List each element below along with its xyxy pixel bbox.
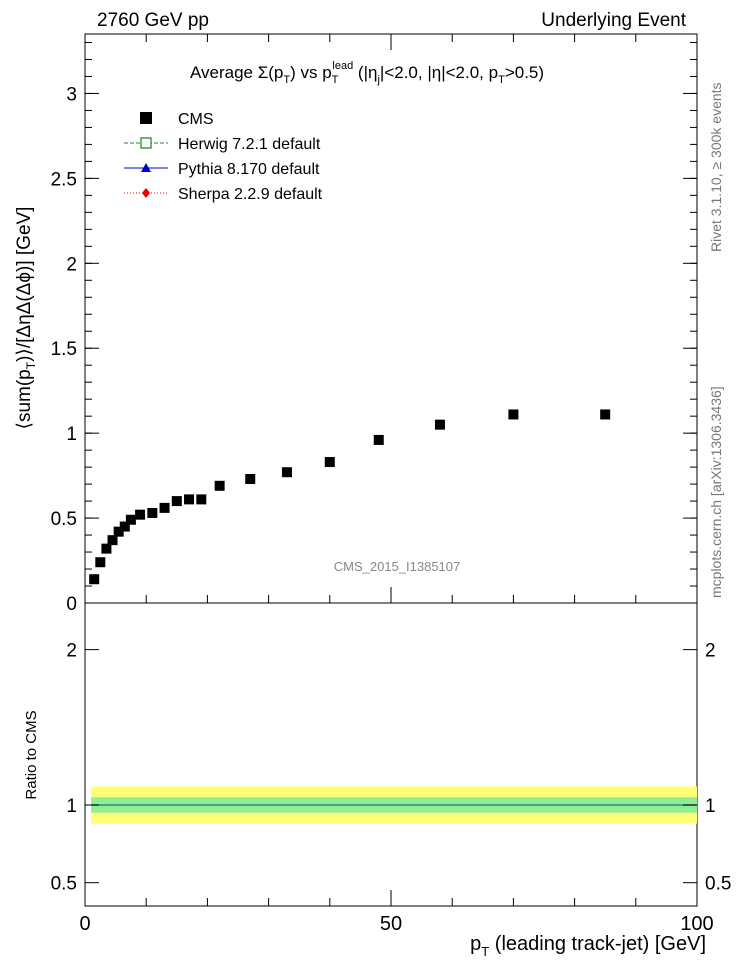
y-tick-label: 2.5 [51, 169, 77, 190]
cms-data-point [107, 535, 118, 546]
cms-data-point [159, 502, 170, 513]
ratio-tick-label: 2 [66, 641, 77, 662]
y-tick-label: 0.5 [51, 509, 77, 530]
legend-marker-triangle [141, 163, 151, 172]
cms-data-point [119, 521, 130, 532]
cms-data-point [95, 557, 106, 568]
cms-data-point [373, 434, 384, 445]
y-axis-label: ⟨sum(pT)⟩/[ΔηΔ(Δϕ)] [GeV] [14, 207, 38, 430]
legend-marker-diamond [142, 188, 150, 198]
legend-label: Herwig 7.2.1 default [178, 136, 321, 153]
ratio-uncertainty-bands [91, 786, 698, 824]
series-points [89, 409, 611, 585]
cms-data-point [89, 574, 100, 585]
cms-data-point [171, 496, 182, 507]
analysis-watermark: CMS_2015_I1385107 [334, 559, 461, 574]
cms-data-point [214, 480, 225, 491]
x-tick-label: 50 [380, 913, 402, 935]
main-panel-frame [84, 33, 698, 604]
header-left-label: 2760 GeV pp [97, 10, 209, 31]
legend-label: Sherpa 2.2.9 default [178, 186, 323, 203]
ratio-y-axis-label: Ratio to CMS [23, 710, 40, 799]
y-tick-label: 2 [66, 254, 77, 275]
y-tick-label: 0 [66, 594, 77, 615]
ratio-panel-frame [84, 602, 698, 907]
legend-marker-filled-square [140, 112, 152, 124]
cms-data-point [135, 509, 146, 520]
ratio-tick-label-right: 2 [705, 641, 716, 662]
rivet-label: Rivet 3.1.10, ≥ 300k events [708, 82, 724, 252]
mcplots-label: mcplots.cern.ch [arXiv:1306.3436] [708, 386, 724, 598]
ratio-tick-label-right: 1 [705, 796, 716, 817]
x-tick-label: 100 [680, 913, 713, 935]
cms-data-point [125, 514, 136, 525]
cms-data-point [101, 543, 112, 554]
cms-data-point [600, 409, 611, 420]
y-tick-label: 3 [66, 84, 77, 105]
y-tick-label: 1 [66, 424, 77, 445]
cms-data-point [245, 474, 256, 485]
x-axis-label: pT (leading track-jet) [GeV] [470, 933, 706, 959]
cms-data-point [281, 467, 292, 478]
cms-data-point [196, 494, 207, 505]
legend-label: CMS [178, 111, 214, 128]
cms-data-point [147, 507, 158, 518]
ratio-tick-label-right: 0.5 [705, 874, 731, 895]
axis-ticks: 00.511.522.530.5 0.51 12 20 50 100 [51, 34, 731, 935]
y-tick-label: 1.5 [51, 339, 77, 360]
ratio-tick-label: 1 [66, 796, 77, 817]
legend-marker-open-square [140, 137, 152, 149]
x-tick-label: 0 [79, 913, 90, 935]
legend-label: Pythia 8.170 default [178, 161, 320, 178]
ratio-tick-label: 0.5 [51, 874, 77, 895]
plot-title: Average Σ(pT) vs pTlead (|ηj|<2.0, |η|<2… [190, 60, 544, 86]
cms-data-point [113, 526, 124, 537]
cms-data-point [434, 419, 445, 430]
cms-data-point [184, 494, 195, 505]
cms-data-point [508, 409, 519, 420]
cms-data-point [324, 457, 335, 468]
header-right-label: Underlying Event [541, 10, 686, 31]
legend: CMS Herwig 7.2.1 default Pythia 8.170 defa… [124, 111, 323, 203]
